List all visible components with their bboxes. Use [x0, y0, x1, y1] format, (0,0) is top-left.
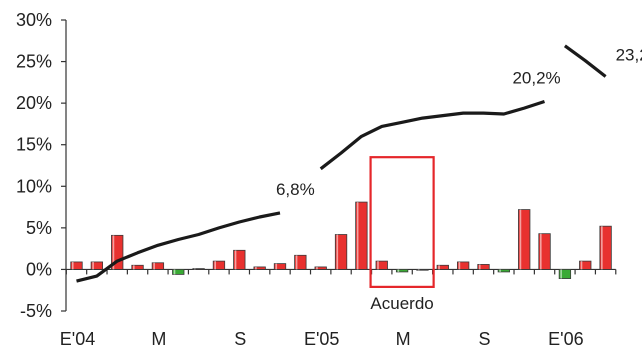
bar — [70, 261, 83, 270]
x-axis: E'04 M S E'05 M S E'06 — [60, 268, 617, 349]
bar-highlight — [295, 255, 298, 270]
highlight-region: Acuerdo — [369, 156, 435, 313]
annotations: 6,8% 20,2% 23,2% — [276, 46, 642, 199]
bar-highlight — [438, 265, 440, 270]
bar — [334, 234, 348, 270]
bar — [192, 268, 205, 270]
bar — [131, 264, 144, 270]
bar — [395, 269, 409, 273]
y-tick-label: 25% — [16, 52, 52, 72]
bar — [558, 269, 572, 279]
bar-highlight — [478, 264, 481, 270]
x-tick-label: S — [234, 329, 246, 349]
x-tick-label: S — [478, 329, 490, 349]
x-tick-label: E'05 — [304, 329, 339, 349]
bar-highlight — [560, 269, 562, 279]
bar — [518, 209, 531, 270]
bar — [375, 260, 388, 270]
bar — [456, 261, 470, 270]
bar — [538, 233, 551, 270]
y-tick-label: 10% — [16, 176, 52, 196]
value-annotation: 23,2% — [616, 46, 642, 65]
bar — [416, 269, 429, 271]
bar-highlight — [92, 261, 94, 270]
bar — [253, 266, 266, 270]
bar — [314, 266, 327, 270]
bar — [294, 254, 307, 270]
y-tick-label: 15% — [16, 135, 52, 155]
y-axis: -5% 0% 5% 10% 15% 20% 25% 30% — [16, 10, 67, 321]
bar-highlight — [417, 269, 420, 271]
bar-highlight — [275, 263, 278, 270]
line-segment — [76, 211, 281, 283]
x-tick-label: E'06 — [548, 329, 583, 349]
bar-highlight — [519, 209, 522, 270]
bar — [233, 249, 246, 270]
bar-highlight — [499, 269, 501, 272]
y-tick-label: 0% — [26, 259, 52, 279]
bar-highlight — [153, 262, 155, 270]
value-annotation: 20,2% — [512, 68, 560, 87]
bar-highlight — [397, 269, 400, 272]
line-series — [76, 44, 607, 283]
bar-highlight — [214, 261, 216, 270]
x-tick-label: M — [396, 329, 411, 349]
bar-highlight — [255, 266, 257, 270]
bar-series — [70, 201, 612, 279]
x-tick-label: M — [151, 329, 166, 349]
bar-highlight — [194, 268, 196, 270]
bar — [273, 263, 287, 270]
bar — [90, 261, 103, 270]
y-tick-label: -5% — [20, 301, 52, 321]
bar — [151, 262, 165, 270]
bar-highlight — [336, 234, 339, 270]
value-annotation: 6,8% — [276, 180, 315, 199]
bar — [355, 201, 368, 270]
line-segment — [319, 99, 545, 171]
bar-highlight — [458, 261, 461, 270]
bar-highlight — [234, 250, 237, 270]
acuerdo-box — [369, 156, 435, 288]
bar-highlight — [377, 261, 379, 270]
bar-highlight — [356, 202, 359, 270]
bar — [111, 234, 124, 270]
y-tick-label: 30% — [16, 10, 52, 30]
bar-highlight — [173, 269, 176, 275]
bar — [579, 260, 592, 270]
bar — [599, 225, 612, 270]
bar-highlight — [540, 233, 542, 270]
bar — [436, 264, 449, 270]
bar-highlight — [71, 261, 74, 270]
bar — [497, 269, 511, 273]
bar — [212, 260, 226, 270]
bar-highlight — [133, 265, 135, 270]
bar-highlight — [601, 226, 603, 270]
bar-highlight — [580, 261, 583, 270]
x-tick-label: E'04 — [60, 329, 95, 349]
y-tick-label: 5% — [26, 218, 52, 238]
acuerdo-label: Acuerdo — [370, 294, 433, 313]
line-segment — [563, 44, 607, 78]
bar — [477, 264, 490, 270]
y-tick-label: 20% — [16, 93, 52, 113]
bar — [172, 269, 185, 275]
bar-highlight — [316, 266, 318, 270]
bar-highlight — [112, 235, 115, 270]
